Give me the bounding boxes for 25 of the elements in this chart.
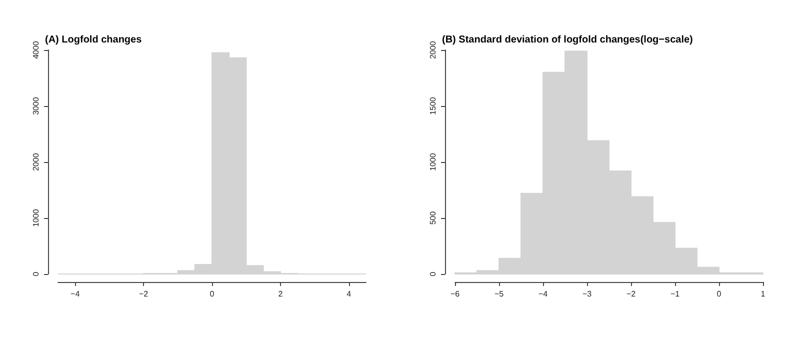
x-tick-label: −3 [582, 290, 592, 298]
y-tick-label: 1500 [428, 96, 438, 115]
x-tick-label: −1 [670, 290, 680, 298]
y-tick-label: 0 [32, 271, 40, 276]
y-tick-label: 0 [428, 271, 438, 276]
x-tick-label: −4 [538, 290, 548, 298]
x-tick-label: −2 [138, 290, 149, 298]
x-tick-label: 2 [278, 290, 284, 298]
x-tick-label: 4 [346, 290, 352, 298]
y-tick-label: 2000 [428, 40, 438, 59]
x-tick-label: 0 [210, 290, 215, 298]
chart-title: (B) Standard deviation of logfold changes(log−scale) [442, 34, 693, 46]
y-tick-label: 500 [428, 210, 438, 225]
y-tick-label: 1000 [32, 208, 40, 227]
y-tick-label: 4000 [32, 40, 40, 59]
chart-title: (A) Logfold changes [45, 34, 142, 46]
x-tick-label: 0 [716, 290, 722, 298]
x-tick-label: −5 [494, 290, 504, 298]
y-tick-label: 1000 [428, 152, 438, 171]
x-tick-label: 1 [760, 290, 766, 298]
y-tick-label: 2000 [32, 152, 40, 171]
x-tick-label: −4 [70, 290, 80, 298]
x-tick-label: −2 [626, 290, 636, 298]
y-tick-label: 3000 [32, 96, 40, 115]
x-tick-label: −6 [450, 290, 460, 298]
